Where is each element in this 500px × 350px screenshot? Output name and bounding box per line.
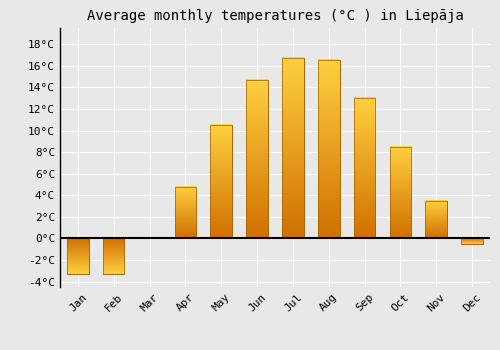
Bar: [174, 187, 196, 238]
Bar: [103, 238, 124, 274]
Bar: [390, 147, 411, 238]
Bar: [426, 201, 447, 238]
Bar: [282, 58, 304, 238]
Bar: [210, 125, 232, 238]
Bar: [67, 238, 88, 274]
Title: Average monthly temperatures (°C ) in Liepāja: Average monthly temperatures (°C ) in Li…: [86, 9, 464, 23]
Bar: [354, 98, 376, 238]
Bar: [318, 60, 340, 238]
Bar: [246, 80, 268, 238]
Bar: [462, 238, 483, 244]
